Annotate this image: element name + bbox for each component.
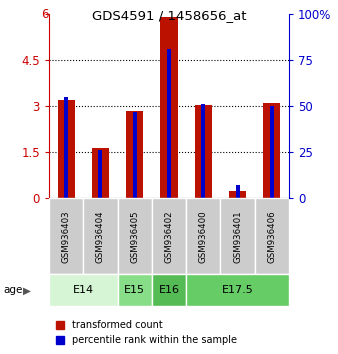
Bar xyxy=(220,198,255,274)
Bar xyxy=(186,274,289,306)
Bar xyxy=(195,105,212,198)
Bar xyxy=(229,192,246,198)
Bar xyxy=(49,198,83,274)
Bar xyxy=(64,97,68,198)
Bar xyxy=(161,17,177,198)
Bar xyxy=(152,198,186,274)
Text: GSM936404: GSM936404 xyxy=(96,210,105,263)
Bar xyxy=(92,148,109,198)
Bar xyxy=(126,111,143,198)
Text: GDS4591 / 1458656_at: GDS4591 / 1458656_at xyxy=(92,9,246,22)
Bar xyxy=(152,274,186,306)
Bar xyxy=(255,198,289,274)
Text: E17.5: E17.5 xyxy=(222,285,254,295)
Text: GSM936403: GSM936403 xyxy=(62,210,71,263)
Bar xyxy=(201,104,206,198)
Bar xyxy=(57,100,75,198)
Text: 6: 6 xyxy=(42,8,49,21)
Legend: transformed count, percentile rank within the sample: transformed count, percentile rank withi… xyxy=(52,316,241,349)
Bar xyxy=(49,274,118,306)
Text: GSM936406: GSM936406 xyxy=(267,210,276,263)
Text: ▶: ▶ xyxy=(23,285,31,295)
Bar xyxy=(167,49,171,198)
Bar xyxy=(270,106,274,198)
Text: GSM936400: GSM936400 xyxy=(199,210,208,263)
Text: GSM936402: GSM936402 xyxy=(165,210,173,263)
Text: E15: E15 xyxy=(124,285,145,295)
Bar xyxy=(132,112,137,198)
Text: GSM936405: GSM936405 xyxy=(130,210,139,263)
Text: E16: E16 xyxy=(159,285,179,295)
Bar xyxy=(98,150,102,198)
Text: GSM936401: GSM936401 xyxy=(233,210,242,263)
Text: E14: E14 xyxy=(73,285,94,295)
Text: age: age xyxy=(3,285,23,295)
Bar xyxy=(118,274,152,306)
Bar xyxy=(186,198,220,274)
Bar xyxy=(263,103,281,198)
Bar xyxy=(83,198,118,274)
Bar xyxy=(236,185,240,198)
Bar xyxy=(118,198,152,274)
